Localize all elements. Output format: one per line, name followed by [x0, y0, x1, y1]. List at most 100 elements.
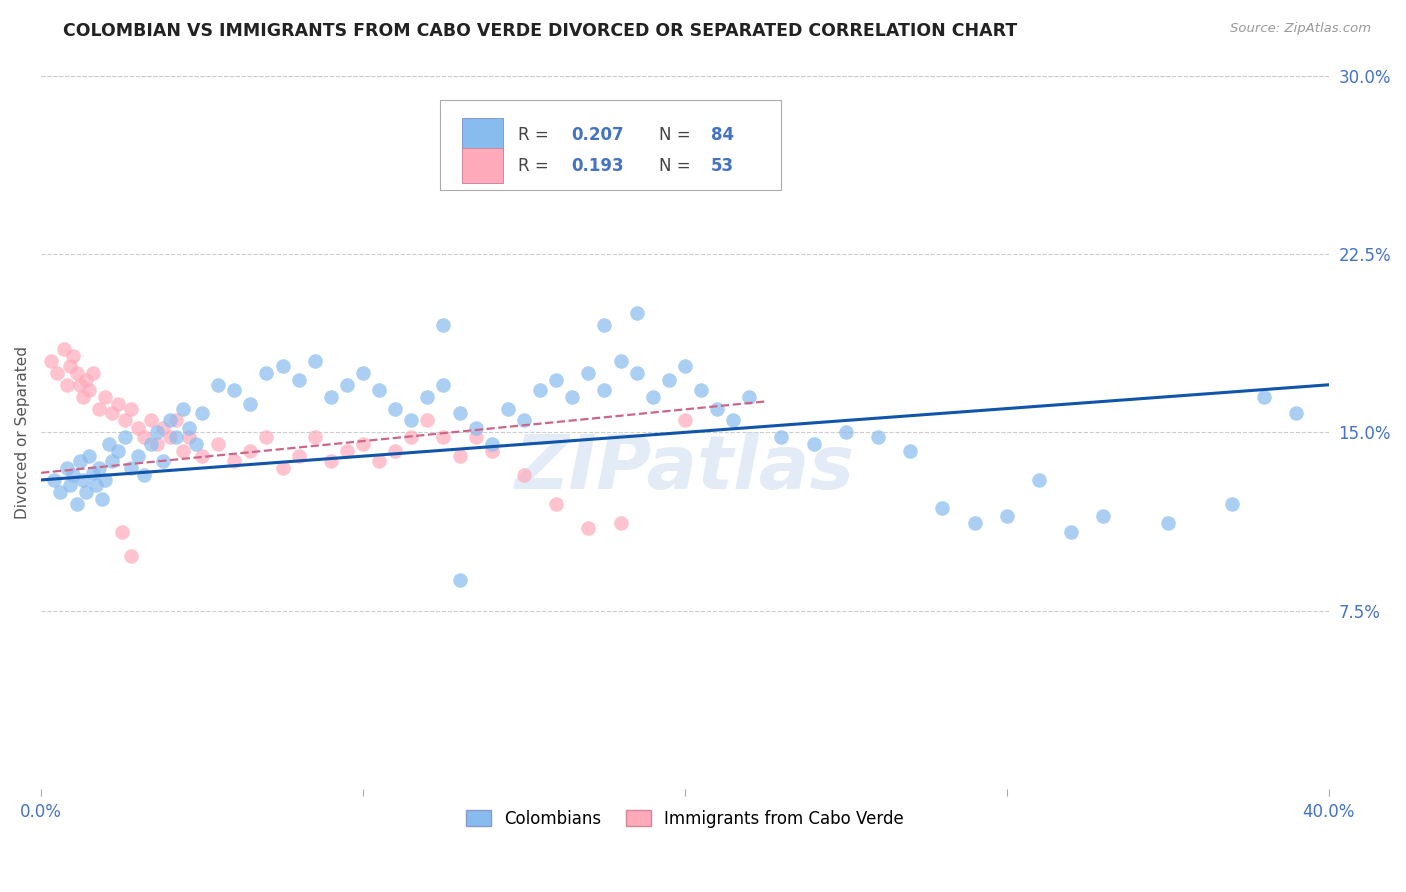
Point — [287, 373, 309, 387]
Point — [127, 449, 149, 463]
Point — [139, 437, 162, 451]
Point — [224, 383, 246, 397]
Point — [94, 390, 117, 404]
Point — [641, 390, 664, 404]
Point — [152, 420, 174, 434]
Point — [239, 397, 262, 411]
Point — [576, 366, 599, 380]
Point — [39, 354, 62, 368]
Point — [224, 454, 246, 468]
Point — [609, 516, 631, 530]
Point — [207, 377, 229, 392]
Point — [706, 401, 728, 416]
Point — [69, 454, 91, 468]
Point — [449, 449, 471, 463]
Point — [75, 484, 97, 499]
Point — [609, 354, 631, 368]
Point — [184, 437, 207, 451]
Point — [352, 366, 374, 380]
Point — [271, 359, 294, 373]
Point — [65, 497, 87, 511]
Point — [432, 430, 454, 444]
Text: COLOMBIAN VS IMMIGRANTS FROM CABO VERDE DIVORCED OR SEPARATED CORRELATION CHART: COLOMBIAN VS IMMIGRANTS FROM CABO VERDE … — [63, 22, 1018, 40]
Point — [658, 373, 681, 387]
Point — [75, 373, 97, 387]
Text: N =: N = — [659, 157, 696, 175]
Point — [368, 383, 391, 397]
Point — [46, 366, 69, 380]
Point — [146, 425, 169, 440]
Point — [179, 420, 201, 434]
Point — [165, 413, 187, 427]
Point — [82, 466, 104, 480]
Point — [1220, 497, 1243, 511]
Point — [84, 477, 107, 491]
Text: Source: ZipAtlas.com: Source: ZipAtlas.com — [1230, 22, 1371, 36]
Point — [336, 377, 359, 392]
Point — [165, 430, 187, 444]
Point — [690, 383, 713, 397]
Point — [59, 359, 82, 373]
Point — [546, 497, 568, 511]
Point — [127, 420, 149, 434]
Point — [107, 444, 129, 458]
Point — [1157, 516, 1180, 530]
Point — [69, 377, 91, 392]
Point — [101, 454, 124, 468]
Point — [304, 430, 326, 444]
Point — [464, 430, 486, 444]
Point — [1092, 508, 1115, 523]
Point — [172, 401, 194, 416]
Point — [59, 477, 82, 491]
Text: ZIPatlas: ZIPatlas — [515, 432, 855, 505]
Point — [159, 413, 181, 427]
Point — [65, 366, 87, 380]
Point — [931, 501, 953, 516]
Point — [401, 413, 423, 427]
Point — [432, 377, 454, 392]
Point — [336, 444, 359, 458]
Point — [352, 437, 374, 451]
Point — [139, 413, 162, 427]
Point — [626, 306, 648, 320]
Point — [42, 473, 65, 487]
Point — [101, 406, 124, 420]
Point — [72, 390, 94, 404]
Point — [56, 461, 79, 475]
Point — [191, 449, 214, 463]
Point — [94, 473, 117, 487]
Point — [110, 525, 132, 540]
Point — [963, 516, 986, 530]
Point — [673, 359, 696, 373]
Point — [449, 573, 471, 587]
Point — [401, 430, 423, 444]
Point — [120, 401, 142, 416]
Point — [91, 491, 114, 506]
Point — [79, 449, 101, 463]
Point — [1060, 525, 1083, 540]
Text: 0.207: 0.207 — [572, 127, 624, 145]
Point — [593, 383, 616, 397]
Point — [271, 461, 294, 475]
Point — [803, 437, 825, 451]
Point — [146, 437, 169, 451]
FancyBboxPatch shape — [463, 118, 503, 153]
Text: R =: R = — [517, 157, 554, 175]
Point — [995, 508, 1018, 523]
Point — [107, 397, 129, 411]
Text: 53: 53 — [710, 157, 734, 175]
Point — [513, 468, 536, 483]
Point — [152, 454, 174, 468]
Point — [866, 430, 889, 444]
Point — [449, 406, 471, 420]
Point — [49, 484, 72, 499]
Point — [52, 342, 75, 356]
Point — [239, 444, 262, 458]
Point — [97, 437, 120, 451]
Text: N =: N = — [659, 127, 696, 145]
Point — [673, 413, 696, 427]
Point — [1285, 406, 1308, 420]
Text: R =: R = — [517, 127, 554, 145]
Point — [1028, 473, 1050, 487]
Point — [304, 354, 326, 368]
